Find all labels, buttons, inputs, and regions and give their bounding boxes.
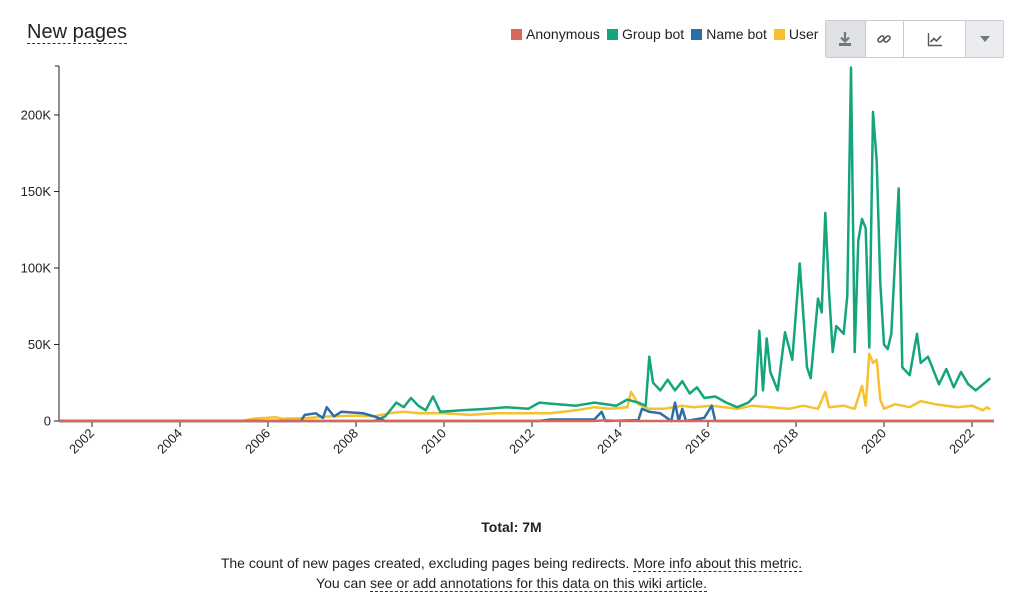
x-tick-label: 2018 [770,426,801,457]
annotations-prefix: You can [316,575,367,591]
legend-swatch [511,28,522,40]
series-line-user[interactable] [59,352,991,423]
legend-swatch [773,28,785,40]
legend-item-group-bot[interactable]: Group bot [606,26,685,42]
x-tick-label: 2006 [242,426,273,457]
total-count: Total: 7M [481,519,542,535]
legend-swatch [691,28,703,40]
y-tick-label: 200K [21,107,52,122]
annotations-link[interactable]: see or add annotations for this data on … [370,575,707,592]
series-line-name-bot[interactable] [59,401,994,423]
x-tick-label: 2016 [682,426,713,457]
x-tick-label: 2008 [330,426,361,457]
chart-title[interactable]: New pages [27,21,128,44]
y-axis: 0 50K 100K 150K 200K [21,65,60,429]
x-tick-label: 2002 [66,426,97,457]
legend-label: Name bot [706,26,767,42]
legend-swatch [606,28,618,40]
chart-area: 0 50K 100K 150K 200K 2002 2004 2006 2008 2010 201… [21,65,994,457]
metric-description: The count of new pages created, excludin… [0,553,1023,593]
x-tick-label: 2022 [946,426,977,457]
x-tick-label: 2004 [154,426,185,457]
legend-label: Anonymous [526,26,600,42]
metric-info-link[interactable]: More info about this metric. [633,555,803,572]
y-tick-label: 150K [21,184,52,199]
link-button[interactable] [865,21,905,57]
chevron-down-icon [979,36,990,42]
series-lines [59,66,994,423]
series-line-group-bot[interactable] [59,66,992,423]
legend-item-name-bot[interactable]: Name bot [691,26,767,42]
y-tick-label: 0 [44,414,51,429]
y-tick-label: 100K [21,260,52,275]
x-tick-label: 2014 [594,426,625,457]
options-dropdown-button[interactable] [966,21,1003,57]
chart-toolbar [825,20,1004,58]
series-line-anonymous[interactable] [59,418,994,423]
y-tick-label: 50K [28,337,51,352]
legend-label: User [788,26,819,42]
chart-type-button[interactable] [904,21,967,57]
legend-item-anonymous[interactable]: Anonymous [511,26,600,42]
legend-label: Group bot [621,26,685,42]
line-chart-icon [927,33,942,47]
download-button[interactable] [826,21,866,57]
legend: Anonymous Group bot Name bot User [511,26,818,42]
x-tick-label: 2012 [506,426,537,457]
link-icon [877,35,892,43]
description-text: The count of new pages created, excludin… [220,555,630,571]
x-tick-label: 2010 [418,426,449,457]
legend-item-user[interactable]: User [773,26,819,42]
download-icon [839,32,852,46]
x-tick-label: 2020 [858,426,889,457]
x-axis: 2002 2004 2006 2008 2010 2012 2014 2016 2018 2020… [59,420,994,457]
